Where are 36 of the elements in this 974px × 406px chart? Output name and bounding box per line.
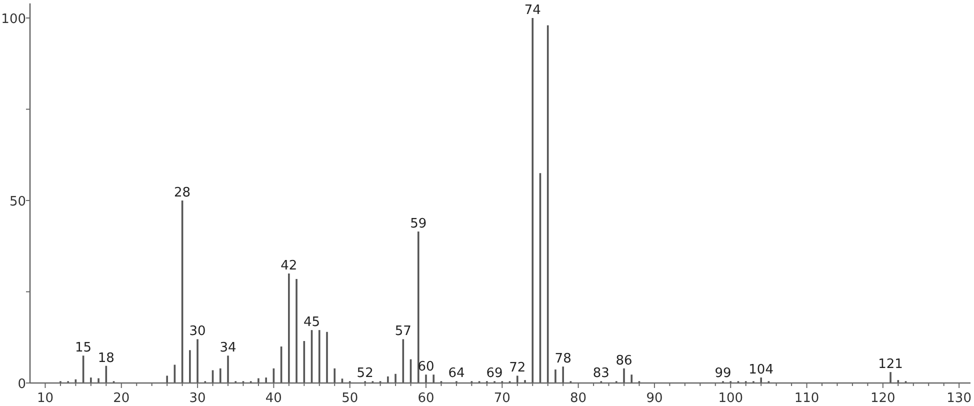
x-tick-label: 20 (113, 391, 130, 406)
annotation: 74 (524, 3, 541, 18)
y-tick-label: 50 (9, 194, 26, 210)
annotation: 59 (410, 216, 427, 232)
x-tick-label: 10 (36, 391, 54, 406)
annotation: 69 (486, 366, 503, 382)
annotation: 34 (220, 340, 236, 356)
x-tick-label: 130 (946, 391, 972, 406)
x-tick-label: 110 (794, 391, 820, 406)
annotation: 30 (189, 324, 206, 340)
annotation: 121 (878, 357, 903, 372)
annotation: 52 (356, 366, 374, 382)
annotation: 18 (98, 350, 114, 366)
annotation: 72 (509, 360, 526, 376)
x-tick-label: 40 (265, 391, 282, 406)
x-tick-label: 90 (646, 391, 663, 406)
annotation: 42 (280, 258, 298, 274)
annotation: 104 (748, 362, 774, 378)
annotation: 83 (592, 366, 610, 382)
x-tick-label: 30 (189, 391, 206, 406)
annotation: 86 (616, 353, 632, 368)
annotation: 64 (448, 366, 465, 382)
x-tick-label: 100 (718, 391, 744, 406)
annotation: 99 (714, 366, 732, 382)
annotation: 78 (554, 352, 572, 367)
x-tick-label: 60 (418, 391, 434, 406)
y-tick-label: 0 (18, 377, 26, 392)
annotation: 15 (75, 340, 92, 356)
annotation: 45 (303, 315, 320, 330)
x-tick-label: 70 (494, 391, 510, 406)
x-tick-label: 80 (570, 391, 587, 406)
annotation: 57 (394, 324, 412, 340)
x-tick-label: 50 (342, 391, 358, 406)
annotation: 28 (174, 186, 191, 200)
x-tick-label: 120 (870, 391, 896, 406)
y-tick-label: 100 (1, 12, 26, 27)
